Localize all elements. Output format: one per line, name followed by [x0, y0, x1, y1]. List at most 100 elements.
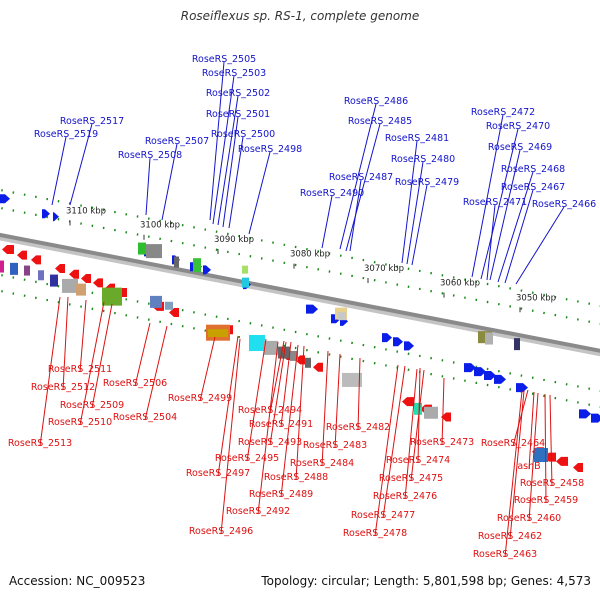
gene-label: RoseRS_2469 [488, 142, 552, 153]
leader-line [528, 392, 539, 522]
forward-gene-arrow [474, 367, 486, 377]
gene-label: RoseRS_2488 [264, 472, 328, 483]
gene-label: RoseRS_2462 [478, 531, 542, 542]
reverse-gene-arrow [402, 397, 414, 407]
gene-label: RoseRS_2502 [206, 88, 270, 99]
leader-line [357, 357, 361, 431]
leader-line [549, 394, 553, 487]
leader-line [411, 184, 428, 266]
leader-line [334, 353, 341, 449]
reverse-gene-arrow [93, 278, 103, 288]
forward-gene-arrow [591, 413, 600, 423]
annotation-box [62, 278, 78, 293]
scale-tick-label: 3060 kbp [440, 279, 480, 289]
annotation-box [193, 258, 201, 273]
scale-tick-label: 3100 kbp [140, 221, 180, 231]
gene-label: RoseRS_2504 [113, 412, 177, 423]
leader-line [321, 350, 329, 467]
gene-label: RoseRS_2483 [303, 440, 367, 451]
leader-line [512, 389, 529, 447]
leader-line [406, 161, 424, 265]
reverse-gene-arrow [2, 244, 14, 254]
map-title: Roseiflexus sp. RS-1, complete genome [180, 9, 420, 23]
gene-label: RoseRS_2486 [344, 96, 408, 107]
genome-summary-text: Topology: circular; Length: 5,801,598 bp… [261, 574, 591, 588]
gene-label: RoseRS_2485 [348, 116, 412, 127]
annotation-box [10, 262, 18, 275]
leader-line [321, 195, 333, 249]
gene-label: RoseRS_2468 [501, 164, 565, 175]
annotation-box [424, 406, 438, 419]
leader-line [248, 151, 271, 235]
leader-line [515, 206, 565, 285]
forward-gene-arrow [464, 363, 476, 373]
leader-line [339, 103, 377, 250]
gene-label: RoseRS_2503 [202, 68, 266, 79]
leader-line [489, 149, 521, 281]
leader-line [404, 368, 418, 500]
annotation-box [24, 265, 30, 276]
gene-label: RoseRS_2467 [501, 182, 565, 193]
leader-line [269, 340, 285, 414]
gene-label: RoseRS_2507 [145, 136, 209, 147]
leader-line [161, 143, 178, 221]
leader-line [480, 128, 519, 280]
annotation-box [102, 287, 122, 306]
forward-gene-arrow [393, 337, 403, 347]
leader-line [220, 338, 241, 535]
reverse-gene-arrow [556, 456, 568, 466]
gene-label: RoseRS_2489 [249, 489, 313, 500]
forward-gene-arrow [494, 374, 506, 384]
gene-label: RoseRS_2494 [238, 405, 302, 416]
gene-label: RoseRS_2497 [186, 468, 250, 479]
scale-tick-label: 3090 kbp [214, 235, 254, 245]
gene-label: RoseRS_2509 [60, 400, 124, 411]
leader-line [51, 136, 67, 206]
gene-label: RoseRS_2510 [48, 417, 112, 428]
gene-label: RoseRS_2480 [391, 154, 455, 165]
gene-label: RoseRS_2511 [48, 364, 112, 375]
gene-label: RoseRS_2473 [410, 437, 474, 448]
gene-label: RoseRS_2482 [326, 422, 390, 433]
gene-label: RoseRS_2508 [118, 150, 182, 161]
gene-label: RoseRS_2470 [486, 121, 550, 132]
gene-label: RoseRS_2491 [249, 419, 313, 430]
leader-line [504, 390, 523, 558]
gene-label: RoseRS_2481 [385, 133, 449, 144]
scale-tick-label: 3080 kbp [290, 250, 330, 260]
gene-label: RoseRS_2512 [31, 382, 95, 393]
gene-label: RoseRS_2484 [290, 458, 354, 469]
reverse-gene-arrow [55, 264, 65, 274]
reverse-gene-arrow [17, 250, 27, 260]
forward-gene-arrow [382, 333, 392, 343]
annotation-box [138, 242, 146, 255]
accession-text: Accession: NC_009523 [9, 574, 146, 588]
forward-gene-arrow [516, 383, 528, 393]
leader-line [382, 365, 406, 519]
leader-line [497, 171, 534, 283]
annotation-box [414, 402, 422, 415]
leader-line [257, 341, 279, 515]
forward-gene-arrow [0, 194, 10, 204]
gene-label: RoseRS_2517 [60, 116, 124, 127]
annotation-box [208, 329, 228, 338]
annotation-box [38, 270, 44, 281]
backbone-line [0, 232, 600, 353]
leader-line [280, 344, 299, 498]
gene-label: RoseRS_2477 [351, 510, 415, 521]
leader-line [345, 123, 381, 252]
annotation-box [249, 334, 265, 351]
leader-line [471, 114, 504, 278]
gene-label: RoseRS_2493 [238, 437, 302, 448]
leader-line [269, 341, 287, 446]
leader-line [280, 341, 292, 428]
scale-tick-label: 3050 kbp [516, 293, 556, 303]
gene-label: RoseRS_2475 [379, 473, 443, 484]
leader-line [212, 75, 235, 225]
reverse-gene-arrow [573, 462, 583, 472]
gene-features [0, 194, 600, 472]
forward-gene-arrow [53, 212, 59, 222]
reverse-gene-arrow [31, 255, 41, 265]
leader-line [349, 179, 362, 252]
